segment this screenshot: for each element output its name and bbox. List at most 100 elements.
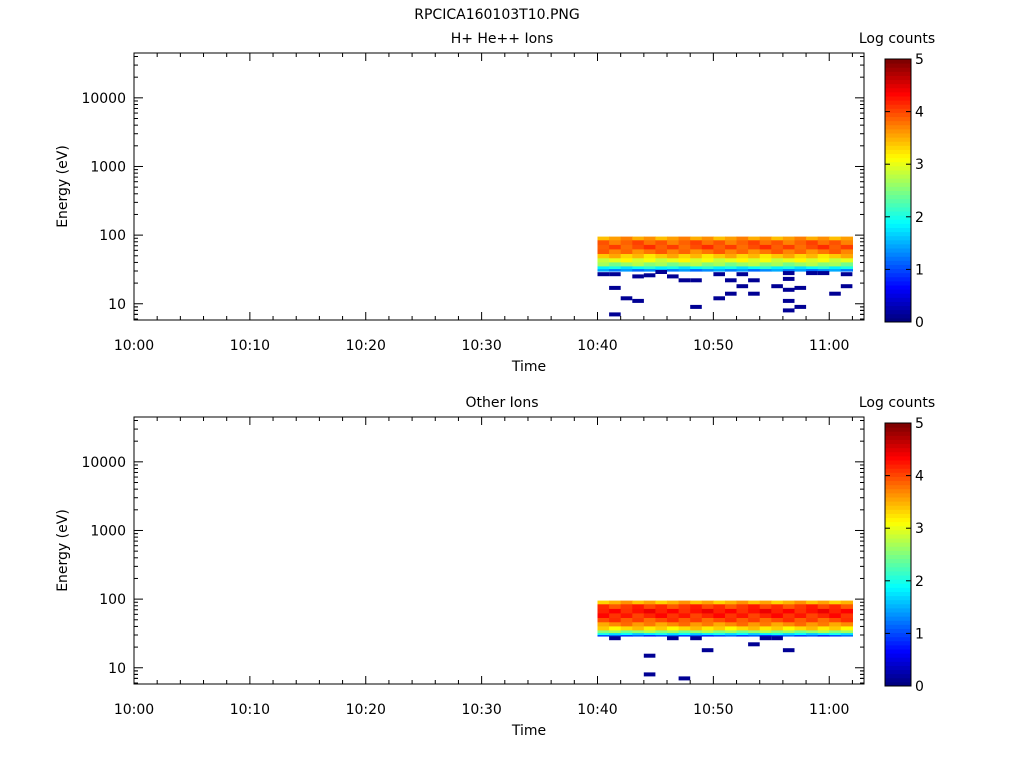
colorbar-segment [885, 521, 911, 527]
sparse-count-cell [678, 278, 691, 283]
heatmap-cell [829, 269, 842, 272]
heatmap-cell [794, 613, 807, 619]
heatmap-cell [678, 604, 691, 610]
y-tick-label: 10 [108, 297, 126, 313]
heatmap-cell [701, 626, 714, 631]
colorbar-segment [885, 665, 911, 671]
heatmap-cell [771, 249, 784, 255]
colorbar-tick-label: 1 [915, 626, 924, 642]
heatmap-cell [655, 266, 668, 270]
heatmap-cell [794, 630, 807, 634]
heatmap-cell [632, 254, 645, 259]
heatmap-cell [794, 240, 807, 246]
y-tick-label: 100 [99, 228, 126, 244]
heatmap-cell [771, 604, 784, 610]
heatmap-cell [643, 266, 656, 270]
heatmap-cell [597, 254, 610, 259]
heatmap-cell [782, 236, 796, 241]
heatmap-cell [678, 622, 691, 628]
colorbar-segment [885, 108, 911, 113]
heatmap-cell [655, 635, 668, 637]
colorbar-segment [885, 435, 911, 440]
heatmap-cell [690, 626, 703, 631]
colorbar-label: Log counts [859, 31, 935, 47]
heatmap-cell [609, 240, 622, 246]
colorbar-segment [885, 488, 911, 494]
sparse-count-cell [782, 271, 795, 276]
heatmap-cell [748, 633, 761, 636]
heatmap-cell [632, 613, 645, 619]
heatmap-cell [678, 244, 691, 250]
heatmap-cell [655, 622, 668, 628]
heatmap-cell [806, 618, 819, 623]
sparse-count-cell [701, 648, 714, 653]
heatmap-cell [817, 258, 830, 264]
sparse-count-cell [609, 285, 621, 290]
sparse-count-cell [840, 284, 853, 289]
colorbar-segment [885, 260, 911, 265]
heatmap-cell [597, 262, 610, 267]
heatmap-cell [782, 600, 796, 605]
heatmap-cell [643, 604, 656, 610]
sparse-count-cell [678, 676, 691, 681]
heatmap-cell [597, 622, 610, 628]
heatmap-cell [817, 254, 830, 259]
colorbar-segment [885, 620, 911, 625]
heatmap-cell [655, 240, 668, 246]
heatmap-cell [643, 262, 656, 267]
colorbar-segment [885, 496, 911, 502]
colorbar-segment [885, 235, 911, 241]
heatmap-cell [643, 236, 656, 241]
heatmap-cell [597, 618, 610, 623]
heatmap-cell [782, 622, 796, 628]
sparse-count-cell [620, 296, 633, 301]
heatmap-cell [620, 622, 633, 628]
heatmap-cell [667, 630, 680, 634]
heatmap-cell [759, 600, 772, 605]
colorbar-segment [885, 59, 911, 64]
heatmap-cell [771, 254, 784, 259]
heatmap-cell [678, 269, 691, 272]
colorbar-segment [885, 644, 911, 650]
heatmap-cell [759, 613, 772, 619]
x-tick-label: 11:00 [809, 338, 849, 354]
heatmap-cell [840, 240, 853, 246]
y-axis-label: Energy (eV) [55, 509, 71, 592]
heatmap-cell [690, 262, 703, 267]
heatmap-cell [759, 630, 772, 634]
heatmap-cell [782, 604, 796, 610]
heatmap-cell [817, 249, 830, 255]
sparse-count-cell [817, 271, 830, 276]
heatmap-cell [840, 269, 853, 272]
sparse-count-cell [748, 291, 760, 296]
colorbar-segment [885, 169, 911, 175]
heatmap-cell [782, 262, 796, 267]
colorbar-segment [885, 248, 911, 253]
colorbar-segment [885, 231, 911, 237]
colorbar-segment [885, 558, 911, 564]
x-tick-label: 10:20 [346, 338, 386, 354]
colorbar-segment [885, 476, 911, 482]
heatmap-cell [632, 240, 645, 246]
heatmap-cell [736, 626, 749, 631]
heatmap-cell [725, 269, 738, 272]
sparse-count-cell [655, 270, 667, 274]
heatmap-cell [632, 630, 645, 634]
heatmap-cell [597, 608, 610, 614]
colorbar-segment [885, 116, 911, 122]
colorbar-tick-label: 5 [915, 416, 924, 432]
heatmap-cell [782, 630, 796, 634]
heatmap-cell [620, 633, 633, 636]
heatmap-cell [643, 630, 656, 634]
heatmap-cell [725, 258, 738, 264]
colorbar-segment [885, 227, 911, 233]
heatmap-cell [794, 608, 807, 614]
sparse-count-cell [794, 304, 807, 309]
heatmap-cell [620, 236, 633, 241]
heatmap-cell [794, 249, 807, 255]
sparse-count-cell [782, 287, 795, 292]
heatmap-cell [806, 633, 819, 636]
x-tick-label: 10:00 [114, 702, 154, 718]
heatmap-cell [725, 249, 738, 255]
colorbar-segment [885, 492, 911, 498]
